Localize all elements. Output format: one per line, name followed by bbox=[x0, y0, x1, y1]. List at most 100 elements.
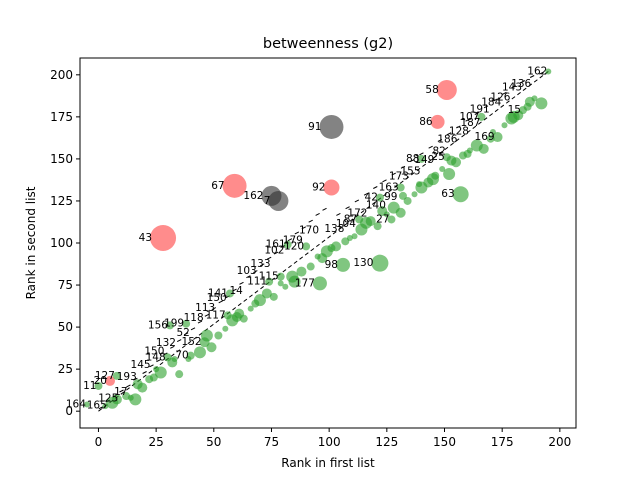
data-point-77 bbox=[507, 110, 520, 123]
data-point-52 bbox=[501, 122, 508, 129]
labeled-point-115-25 bbox=[276, 272, 285, 281]
data-point-67 bbox=[327, 244, 336, 253]
point-label-6: 7 bbox=[264, 195, 271, 207]
point-label-27: 117 bbox=[206, 309, 226, 321]
diagonal-point-37 bbox=[373, 186, 378, 189]
diagonal-point-23 bbox=[260, 263, 265, 267]
labeled-point-141-26 bbox=[225, 289, 234, 298]
diagonal-point-53 bbox=[520, 80, 526, 83]
labeled-point-27-15 bbox=[387, 215, 396, 224]
diagonal-point-17 bbox=[218, 300, 223, 304]
point-label-12: 163 bbox=[379, 182, 399, 194]
diagonal-point-20 bbox=[239, 281, 244, 285]
y-tick-label-7: 175 bbox=[50, 110, 73, 124]
labeled-point-98-10 bbox=[335, 257, 350, 272]
point-label-21: 15 bbox=[508, 104, 521, 116]
data-point-73 bbox=[426, 173, 439, 186]
diagonal-point-27 bbox=[287, 238, 293, 242]
labeled-point-156-28 bbox=[165, 321, 174, 330]
diagonal-point-4 bbox=[126, 384, 131, 388]
labeled-point-15-21 bbox=[518, 106, 527, 115]
diagonal-label-16: 170 bbox=[299, 225, 319, 237]
diagonal-point-34 bbox=[345, 206, 350, 210]
data-point-40 bbox=[411, 191, 418, 198]
data-point-75 bbox=[463, 149, 472, 158]
diagonal-label-30: 184 bbox=[481, 97, 501, 109]
point-label-36: 164 bbox=[66, 398, 86, 410]
diagonal-label-6: 132 bbox=[156, 337, 176, 349]
point-label-30: 152 bbox=[182, 336, 202, 348]
data-point-15 bbox=[214, 331, 223, 340]
labeled-point-117-27 bbox=[223, 311, 232, 320]
point-label-20: 107 bbox=[459, 111, 479, 123]
labeled-point-63-8 bbox=[452, 186, 469, 203]
diagonal-point-24 bbox=[266, 256, 272, 260]
data-point-63 bbox=[251, 299, 260, 308]
labeled-point-86-1 bbox=[430, 114, 445, 129]
labeled-point-11-34 bbox=[94, 381, 103, 390]
diagonal-point-39 bbox=[391, 172, 396, 176]
point-label-17: 25 bbox=[431, 151, 444, 163]
diagonal-point-29 bbox=[301, 226, 307, 230]
diagonal-layer bbox=[98, 71, 549, 412]
data-point-22 bbox=[261, 288, 272, 299]
diagonal-point-42 bbox=[419, 152, 424, 156]
diagonal-label-2: 17 bbox=[114, 386, 127, 398]
labeled-point-70-31 bbox=[186, 351, 195, 360]
data-point-23 bbox=[269, 292, 278, 301]
labeled-point-58-0 bbox=[436, 79, 457, 100]
labeled-point-148-32 bbox=[163, 353, 172, 362]
diagonal-label-1: 125 bbox=[98, 393, 118, 405]
data-point-68 bbox=[346, 234, 353, 241]
diagonal-point-33 bbox=[336, 212, 341, 216]
point-label-34: 11 bbox=[83, 380, 96, 392]
data-point-5 bbox=[129, 393, 142, 406]
diagonal-point-3 bbox=[119, 389, 124, 393]
diagonal-point-43 bbox=[428, 145, 433, 149]
diagonal-point-30 bbox=[308, 219, 313, 223]
labeled-point-162-19 bbox=[545, 68, 552, 75]
diagonal-point-44 bbox=[437, 138, 443, 142]
diagonal-point-55 bbox=[539, 71, 544, 75]
point-label-2: 91 bbox=[308, 121, 321, 133]
diagonal-point-21 bbox=[246, 275, 251, 279]
point-label-0: 58 bbox=[425, 84, 438, 96]
diagonal-label-21: 99 bbox=[384, 191, 397, 203]
labeled-point-91-2 bbox=[319, 114, 344, 139]
diagonal-label-33: 136 bbox=[511, 78, 531, 90]
labeled-point-25-17 bbox=[442, 153, 451, 162]
diagonal-label-17: 138 bbox=[324, 223, 344, 235]
diagonal-point-41 bbox=[409, 159, 415, 163]
diagonal-label-20: 140 bbox=[366, 199, 386, 211]
diagonal-label-27: 128 bbox=[449, 125, 469, 137]
diagonal-point-0 bbox=[98, 406, 103, 410]
data-point-59 bbox=[149, 373, 158, 382]
x-axis: 0 25 50 75 100 125 150 175 200 bbox=[95, 428, 571, 449]
labeled-point-164-36 bbox=[83, 401, 90, 408]
diagonal-point-6 bbox=[142, 371, 147, 374]
point-label-25: 115 bbox=[259, 271, 279, 283]
diagonal-label-18: 104 bbox=[336, 218, 356, 230]
diagonal-point-46 bbox=[456, 125, 461, 129]
data-point-24 bbox=[282, 283, 289, 290]
diagonal-point-7 bbox=[149, 364, 154, 368]
diagonal-point-48 bbox=[474, 112, 480, 115]
labeled-point-111-24 bbox=[265, 277, 274, 286]
point-label-7: 43 bbox=[139, 232, 152, 244]
data-point-11 bbox=[175, 370, 184, 379]
x-tick-label-6: 150 bbox=[433, 435, 456, 449]
data-point-16 bbox=[222, 325, 229, 332]
point-label-13: 42 bbox=[365, 192, 378, 204]
data-point-14 bbox=[206, 342, 217, 353]
data-point-27 bbox=[306, 262, 315, 271]
diagonal-label-22: 173 bbox=[389, 171, 409, 183]
diagonal-label-9: 113 bbox=[195, 302, 215, 314]
point-label-23: 120 bbox=[284, 240, 304, 252]
data-point-39 bbox=[403, 196, 412, 205]
diagonal-point-50 bbox=[493, 98, 498, 102]
diagonal-point-51 bbox=[502, 91, 507, 95]
data-point-60 bbox=[171, 356, 178, 363]
data-point-2 bbox=[111, 394, 122, 405]
data-point-70 bbox=[377, 206, 388, 217]
data-point-72 bbox=[416, 181, 423, 188]
